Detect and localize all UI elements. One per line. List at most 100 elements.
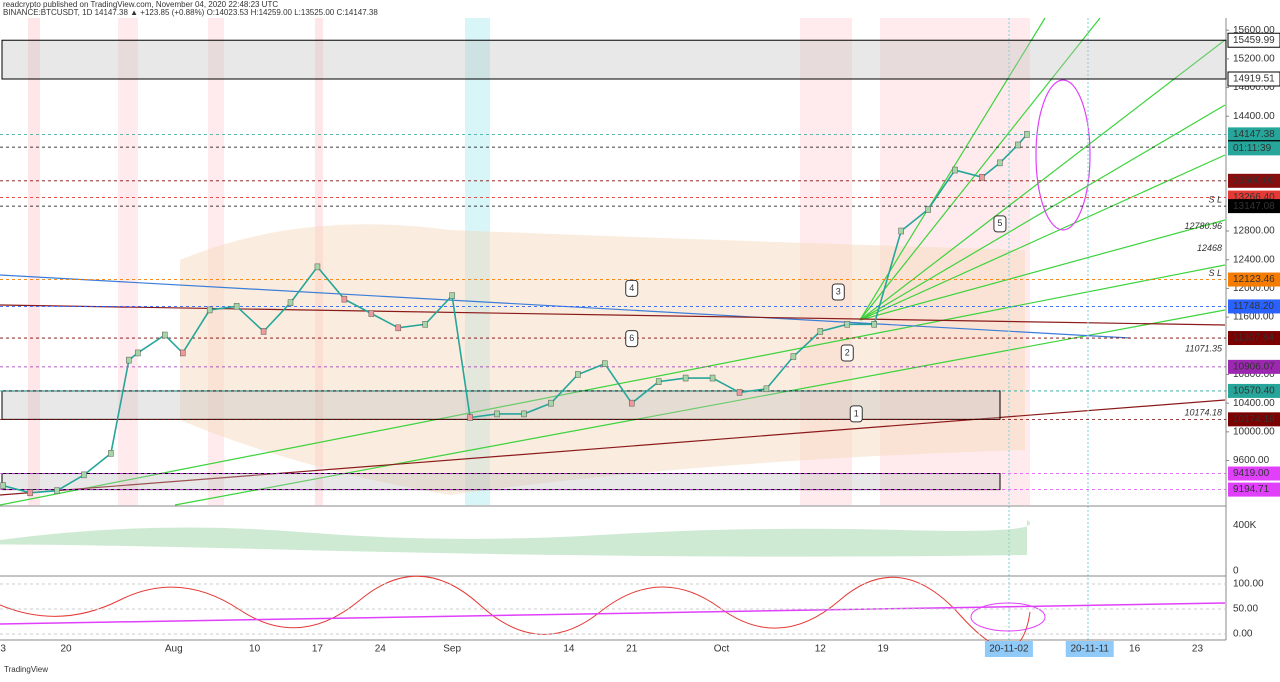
candle xyxy=(494,410,500,418)
price-label-bg xyxy=(1228,299,1280,314)
time-tick-label: 21 xyxy=(626,644,638,655)
candle xyxy=(27,489,33,497)
time-tick-label: 16 xyxy=(1129,644,1141,655)
annotation: 10174.18 xyxy=(1184,408,1222,418)
pattern-box xyxy=(849,405,863,423)
time-tick-label: 24 xyxy=(375,644,387,655)
pattern-label: 3 xyxy=(836,286,841,296)
volume-area xyxy=(0,520,1030,557)
symbol-line: BINANCE:BTCUSDT, 1D 14147.38 ▲ +123.85 (… xyxy=(3,8,378,17)
countdown: 01:11:39 xyxy=(1233,143,1272,154)
price-label-bg xyxy=(1228,173,1280,188)
publisher-line: readcrypto published on TradingView.com,… xyxy=(3,0,278,9)
time-highlight-bg xyxy=(1065,641,1114,657)
price-label-bg xyxy=(1228,359,1280,374)
pattern-box xyxy=(840,344,854,362)
candle xyxy=(287,299,294,306)
candle xyxy=(602,360,608,367)
price-tick-label: 11600.00 xyxy=(1233,312,1274,323)
price-label-bg xyxy=(1227,71,1280,87)
candle xyxy=(54,487,60,494)
time-tick-label: 12 xyxy=(815,644,827,655)
candle xyxy=(763,385,770,393)
candle xyxy=(521,410,527,418)
fan-lines xyxy=(0,17,1226,640)
price-line xyxy=(2,133,1028,494)
price-tick-label: 12000.00 xyxy=(1233,283,1275,294)
price-tick-label: 15600.00 xyxy=(1233,25,1275,36)
candle xyxy=(790,353,797,360)
candle xyxy=(817,328,824,335)
price-level-label: 9419.00 xyxy=(1233,468,1270,479)
volume-tick-label: 400K xyxy=(1233,520,1257,531)
price-tick-label: 14800.00 xyxy=(1233,82,1275,93)
candle xyxy=(628,399,635,407)
candle xyxy=(952,166,958,174)
candle xyxy=(979,173,985,181)
annotation: 11071.35 xyxy=(1185,343,1223,353)
candle xyxy=(997,159,1003,167)
price-tick-label: 10400.00 xyxy=(1233,398,1275,409)
time-tick-label: 20 xyxy=(60,644,72,655)
time-tick-label: 3 xyxy=(0,644,6,655)
candle xyxy=(126,356,132,364)
candle xyxy=(422,321,428,328)
pattern-box xyxy=(625,330,639,348)
time-tick-label: 19 xyxy=(878,644,890,655)
price-label-bg xyxy=(1228,272,1280,287)
candle xyxy=(162,331,168,339)
price-level-label: 14147.38 xyxy=(1233,129,1275,140)
pattern-box xyxy=(831,283,845,301)
candle xyxy=(575,371,581,378)
candle xyxy=(206,306,213,314)
pattern-box xyxy=(993,215,1007,233)
candle xyxy=(871,321,877,328)
candle xyxy=(260,328,267,335)
candle xyxy=(548,399,554,407)
pattern-box xyxy=(625,279,639,297)
osc-tick-label: 100.00 xyxy=(1233,579,1264,590)
pattern-label: 2 xyxy=(845,347,850,357)
candle xyxy=(395,324,402,332)
candle xyxy=(1015,141,1021,149)
price-level-label: 13500.00 xyxy=(1233,175,1275,186)
osc-tick-label: 0.00 xyxy=(1233,629,1253,640)
time-tick-label: Sep xyxy=(443,644,461,655)
pattern-label: 6 xyxy=(629,333,634,343)
price-label-bg xyxy=(1228,466,1280,481)
time-highlight-bg xyxy=(984,641,1033,657)
candle xyxy=(467,414,473,421)
candle xyxy=(341,295,348,303)
price-level-label: 12123.46 xyxy=(1233,274,1275,285)
zone-box xyxy=(1,39,1227,80)
annotation: S L xyxy=(1208,268,1222,278)
price-tick-label: 12800.00 xyxy=(1233,226,1275,237)
oscillator-ma xyxy=(0,602,1226,625)
candle xyxy=(135,349,141,357)
candle xyxy=(844,321,851,328)
candle xyxy=(81,471,87,479)
annotation: 12780.96 xyxy=(1184,221,1222,231)
candle xyxy=(179,349,186,357)
price-level-label: 10906.07 xyxy=(1233,361,1275,372)
price-label-bg xyxy=(1227,32,1280,48)
footer-brand: TradingView xyxy=(4,665,48,674)
price-level-label: 15459.99 xyxy=(1233,35,1275,46)
countdown-bg xyxy=(1228,141,1280,156)
price-level-label: 11748.20 xyxy=(1233,301,1274,312)
price-label-bg xyxy=(1228,331,1280,346)
price-tick-label: 10000.00 xyxy=(1233,426,1275,437)
pattern-label: 5 xyxy=(997,218,1002,228)
price-level-label: 14919.51 xyxy=(1233,74,1275,85)
candle xyxy=(709,374,716,382)
price-tick-label: 12400.00 xyxy=(1233,254,1275,265)
time-tick-label: 17 xyxy=(312,644,324,655)
price-level-label: 10570.40 xyxy=(1233,386,1275,397)
annotation: 12468 xyxy=(1197,243,1222,253)
candle xyxy=(233,303,240,310)
time-highlight-label: 20-11-02 xyxy=(989,644,1029,655)
time-tick-label: 14 xyxy=(563,644,575,655)
price-label-bg xyxy=(1228,383,1280,398)
time-tick-label: Aug xyxy=(165,644,183,655)
